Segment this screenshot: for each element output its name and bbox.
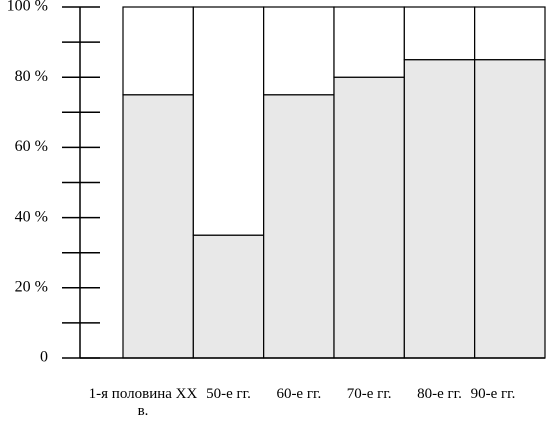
x-tick-label: 80-е гг. [417,386,462,402]
y-tick-label: 0 [40,349,48,366]
bar-segment [474,59,546,359]
x-tick-label: 70-е гг. [346,386,392,402]
x-tick-label: 1-я половина XX в. [88,386,198,419]
bar-segment [403,6,476,61]
y-tick-label: 60 % [15,138,48,155]
y-tick-label: 80 % [15,68,48,85]
x-tick-label: 60-е гг. [276,386,322,402]
bar-segment [122,6,194,96]
y-tick-label: 40 % [15,208,48,225]
bar-segment [333,76,405,359]
bar-segment [333,6,405,78]
bar-segment [263,94,335,359]
bar-segment [192,6,265,236]
bar-segment [122,94,194,359]
bar-segment [192,234,265,359]
y-tick-label: 20 % [15,278,48,295]
bar-segment [474,6,546,61]
bar-segment [263,6,335,96]
x-tick-label: 50-е гг. [206,386,251,402]
y-tick-label: 100 % [7,0,48,15]
bar-segment [403,59,476,359]
x-tick-label: 90-е гг. [470,386,516,402]
